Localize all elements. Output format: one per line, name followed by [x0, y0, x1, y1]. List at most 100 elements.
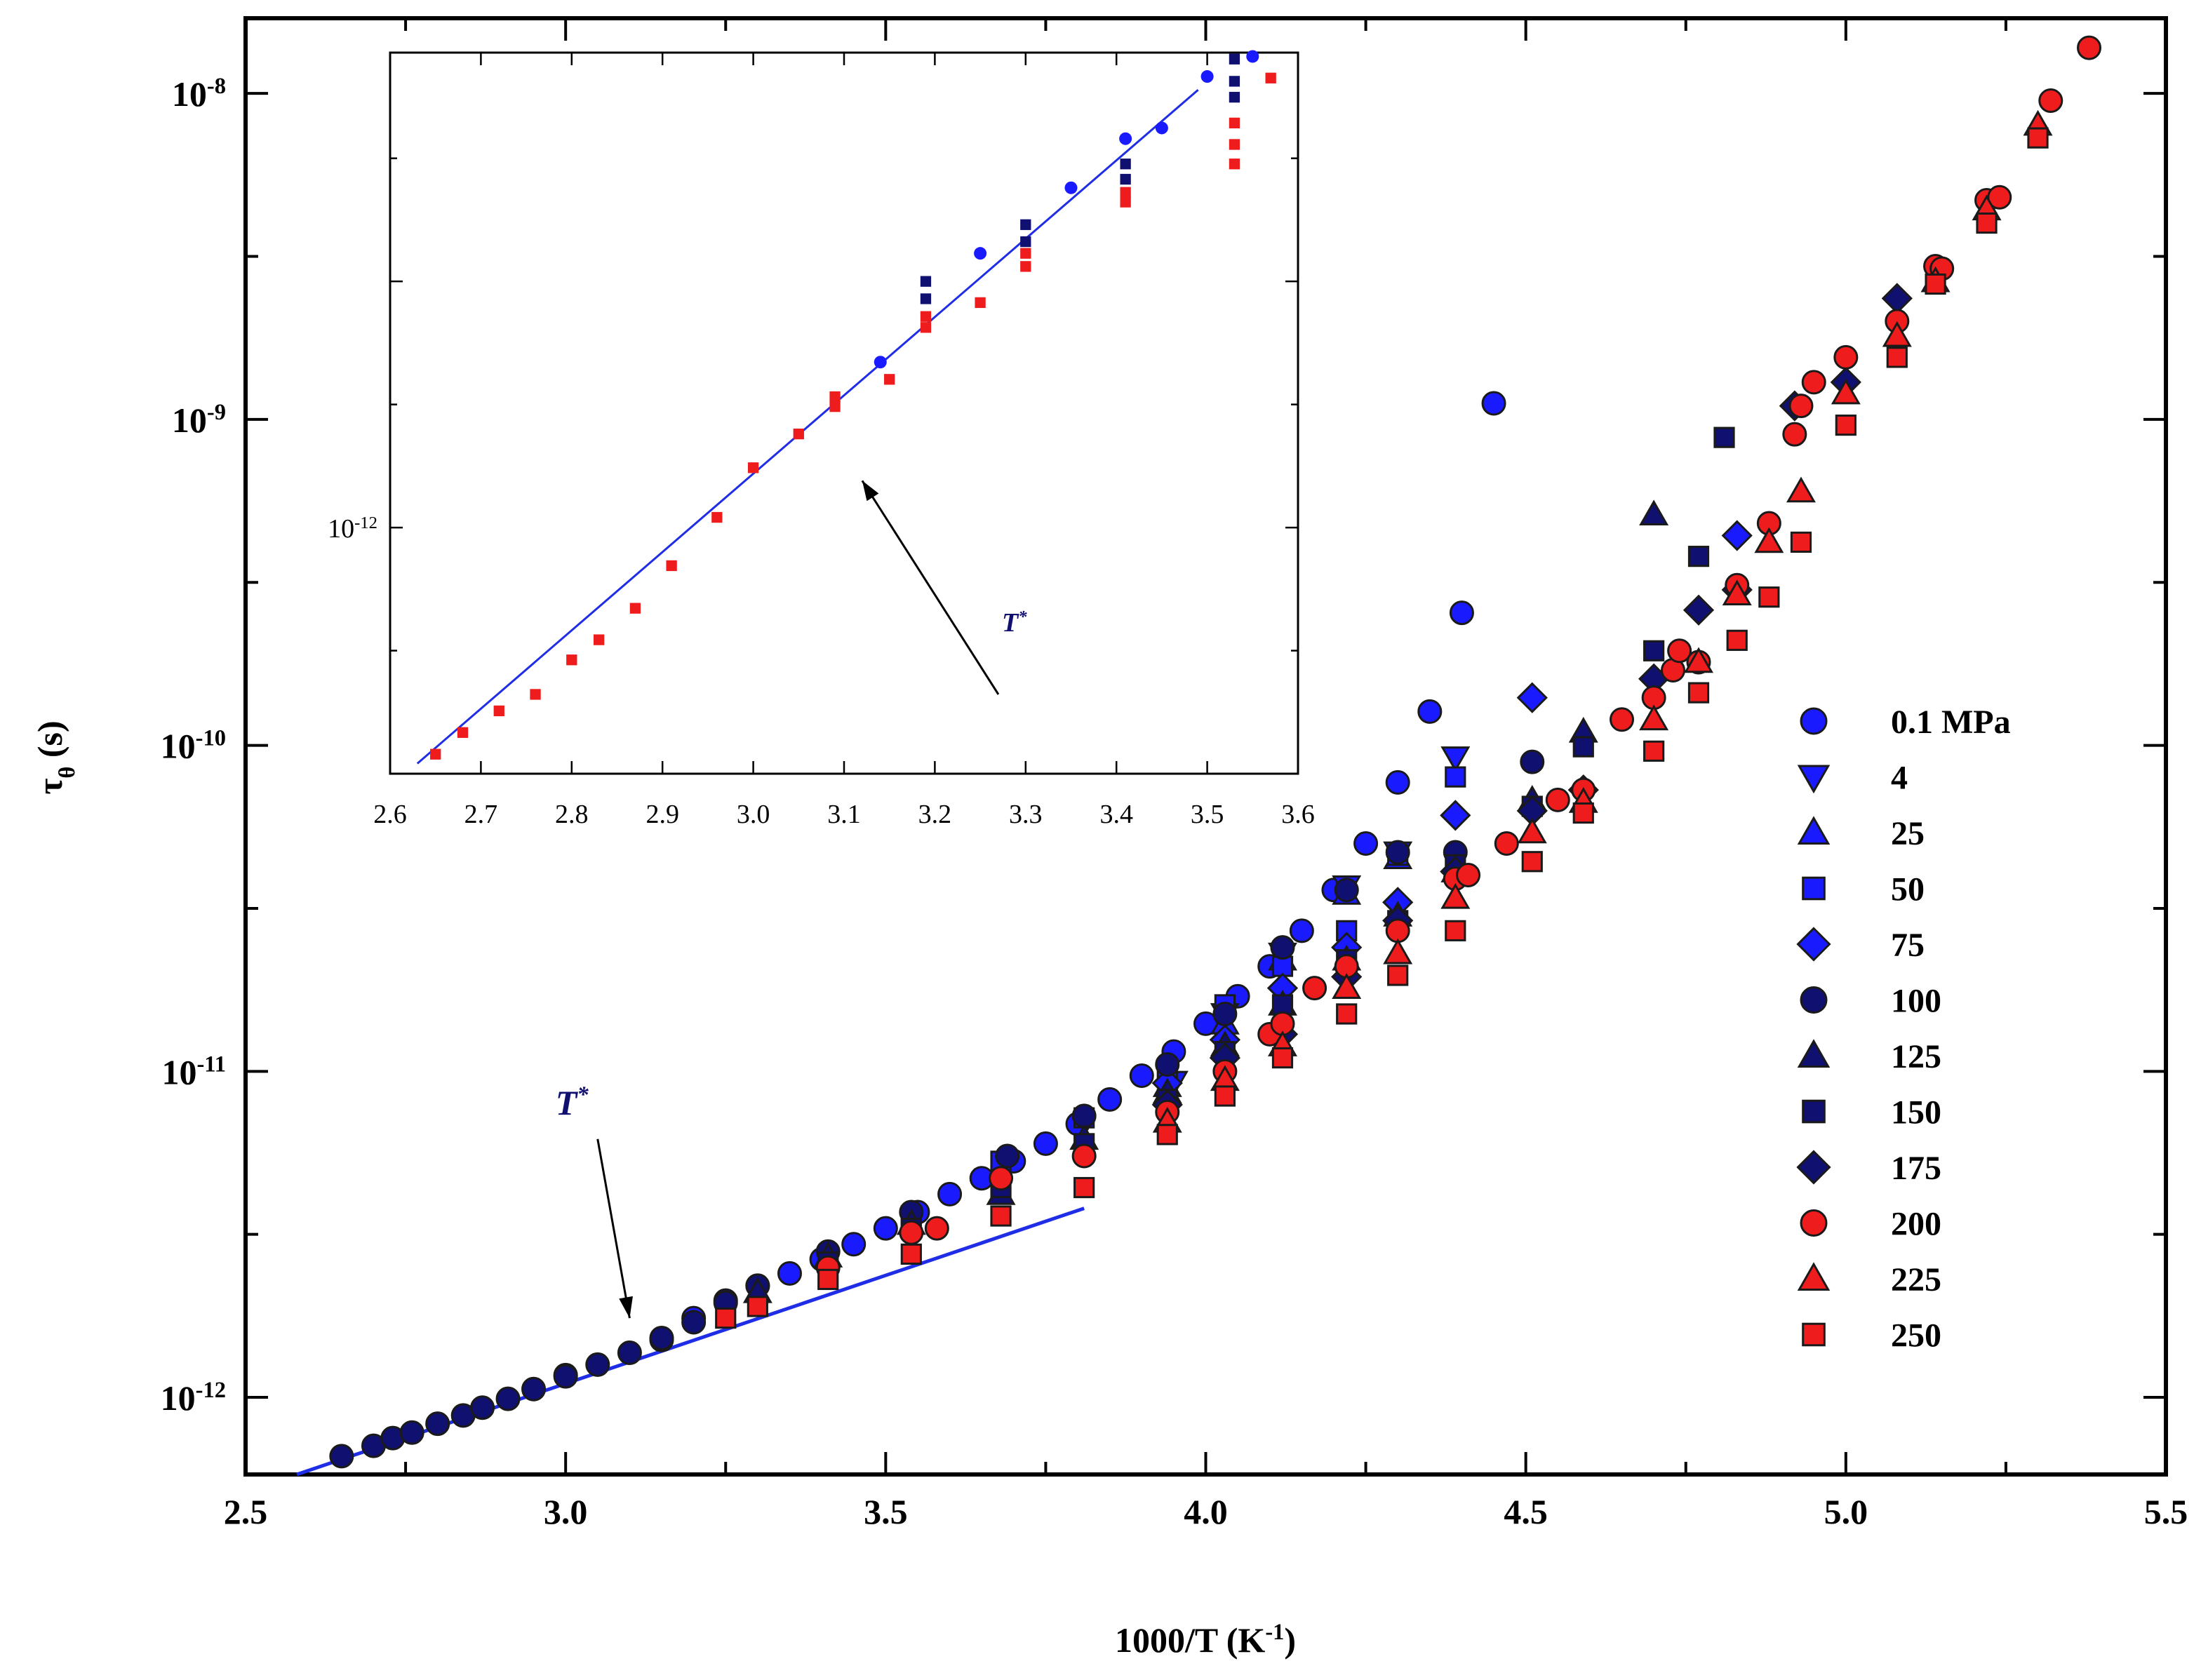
data-point: [1440, 800, 1471, 831]
y-axis-title: τθ (s): [30, 720, 80, 794]
data-point: [1687, 682, 1710, 704]
data-point: [1987, 184, 2012, 210]
y-tick-label: 10-11: [161, 1051, 226, 1091]
x-tick-label: 3.6: [1281, 800, 1315, 829]
legend-item: 75: [1796, 927, 1925, 964]
data-point: [2038, 88, 2063, 113]
data-point: [1684, 647, 1713, 673]
data-point: [841, 1232, 867, 1257]
data-point: [1833, 344, 1859, 370]
x-tick-label: 3.5: [864, 1492, 908, 1531]
inset-fit-line: [416, 88, 1199, 765]
data-point: [493, 705, 504, 717]
data-point: [1521, 851, 1543, 873]
data-point: [1229, 53, 1240, 65]
legend-item: 4: [1797, 760, 1908, 797]
data-point: [1758, 586, 1780, 608]
data-point: [521, 1376, 547, 1402]
data-point: [399, 1420, 424, 1445]
data-point: [874, 356, 887, 369]
legend-marker: [1796, 927, 1831, 962]
series-low-pressure: [874, 50, 1259, 369]
data-point: [1610, 707, 1635, 732]
data-point: [920, 293, 932, 304]
data-point: [1033, 1131, 1058, 1156]
inset-annotation: T*: [861, 480, 1027, 695]
data-point: [900, 1243, 922, 1265]
data-point: [711, 511, 723, 523]
data-point: [1212, 1001, 1238, 1026]
legend-item: 50: [1802, 871, 1925, 908]
data-point: [1520, 749, 1545, 774]
data-point: [425, 1411, 450, 1437]
legend-label: 75: [1891, 927, 1925, 964]
data-point: [553, 1364, 578, 1389]
x-tick-label: 4.0: [1184, 1492, 1228, 1531]
x-tick-label: 2.6: [373, 800, 407, 829]
data-point: [1517, 817, 1547, 844]
legend-marker: [1800, 1209, 1828, 1237]
legend-marker: [1802, 876, 1826, 901]
data-point: [1071, 1103, 1097, 1129]
data-point: [1387, 965, 1409, 986]
data-point: [329, 1444, 354, 1469]
data-point: [1687, 546, 1710, 567]
data-point: [1572, 736, 1594, 758]
data-point: [1229, 139, 1240, 150]
data-point: [1445, 920, 1466, 941]
data-point: [1120, 187, 1131, 198]
legend-item: 125: [1797, 1038, 1941, 1075]
data-point: [1270, 935, 1295, 960]
legend-label: 25: [1891, 815, 1925, 852]
data-point: [1639, 704, 1669, 731]
legend-label: 4: [1891, 760, 1908, 797]
annotation-label: T*: [1002, 607, 1027, 638]
main-annotation: T*: [556, 1082, 633, 1319]
data-point: [899, 1220, 924, 1245]
data-point: [1639, 499, 1669, 526]
data-point: [593, 634, 605, 645]
data-point: [1449, 600, 1474, 626]
data-point: [530, 689, 541, 700]
x-tick-label: 2.7: [464, 800, 498, 829]
data-point: [1097, 1087, 1123, 1112]
legend-label: 200: [1891, 1206, 1941, 1243]
inset-plot-frame: [389, 51, 1299, 775]
legend-marker: [1800, 986, 1828, 1014]
data-point: [2027, 127, 2049, 149]
legend-marker: [1797, 765, 1831, 794]
data-point: [1020, 261, 1031, 272]
data-point: [989, 1166, 1014, 1191]
data-point: [920, 276, 932, 287]
data-point: [1925, 273, 1946, 295]
data-point: [1200, 70, 1214, 83]
data-point: [1214, 1085, 1236, 1107]
data-point: [1120, 159, 1131, 170]
x-tick-label: 2.5: [224, 1492, 268, 1531]
data-point: [937, 1181, 963, 1207]
legend-label: 250: [1891, 1317, 1941, 1355]
x-tick-label: 3.5: [1191, 800, 1224, 829]
data-point: [1271, 1047, 1294, 1069]
y-tick-label: 10-12: [161, 1378, 226, 1418]
data-point: [1156, 1124, 1178, 1145]
legend-item: 200: [1800, 1206, 1941, 1243]
data-point: [629, 603, 641, 614]
x-tick-label: 3.3: [1009, 800, 1043, 829]
data-point: [1246, 50, 1259, 63]
annotation-arrow-head: [862, 481, 879, 502]
data-point: [1071, 1143, 1097, 1169]
x-axis-title: 1000/T (K-1): [1115, 1620, 1296, 1660]
data-point: [585, 1352, 610, 1377]
x-tick-label: 5.5: [2144, 1492, 2188, 1531]
annotation-label: T*: [556, 1082, 589, 1122]
data-point: [1229, 159, 1240, 170]
data-point: [1801, 370, 1826, 395]
data-point: [1440, 746, 1471, 772]
data-point: [1119, 132, 1132, 145]
data-point: [924, 1216, 949, 1241]
series-high-pressure: [430, 72, 1276, 760]
data-point: [666, 560, 677, 572]
data-point: [1155, 121, 1168, 135]
